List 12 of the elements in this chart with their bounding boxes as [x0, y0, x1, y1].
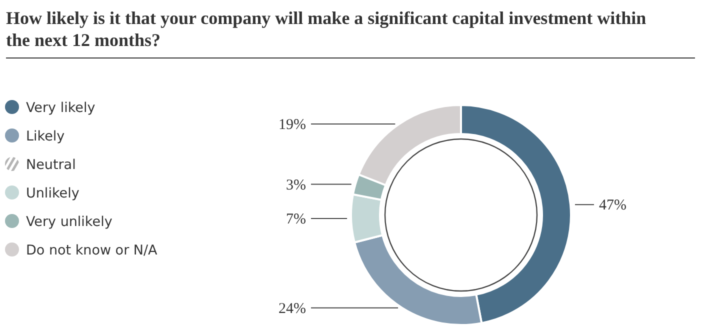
legend-label: Neutral — [26, 157, 76, 173]
chart-title: How likely is it that your company will make a significant capital investment within the next 12 months? — [6, 8, 646, 50]
legend-label: Likely — [26, 128, 65, 144]
data-label: 24% — [278, 300, 306, 317]
legend-label: Very likely — [26, 100, 96, 116]
data-label: 3% — [286, 177, 306, 194]
legend-label: Do not know or N/A — [26, 242, 158, 258]
data-label: 19% — [278, 117, 306, 134]
data-label: 7% — [286, 211, 306, 228]
legend-label: Very unlikely — [26, 214, 112, 230]
data-label: 47% — [599, 198, 626, 214]
legend-label: Unlikely — [26, 186, 80, 202]
